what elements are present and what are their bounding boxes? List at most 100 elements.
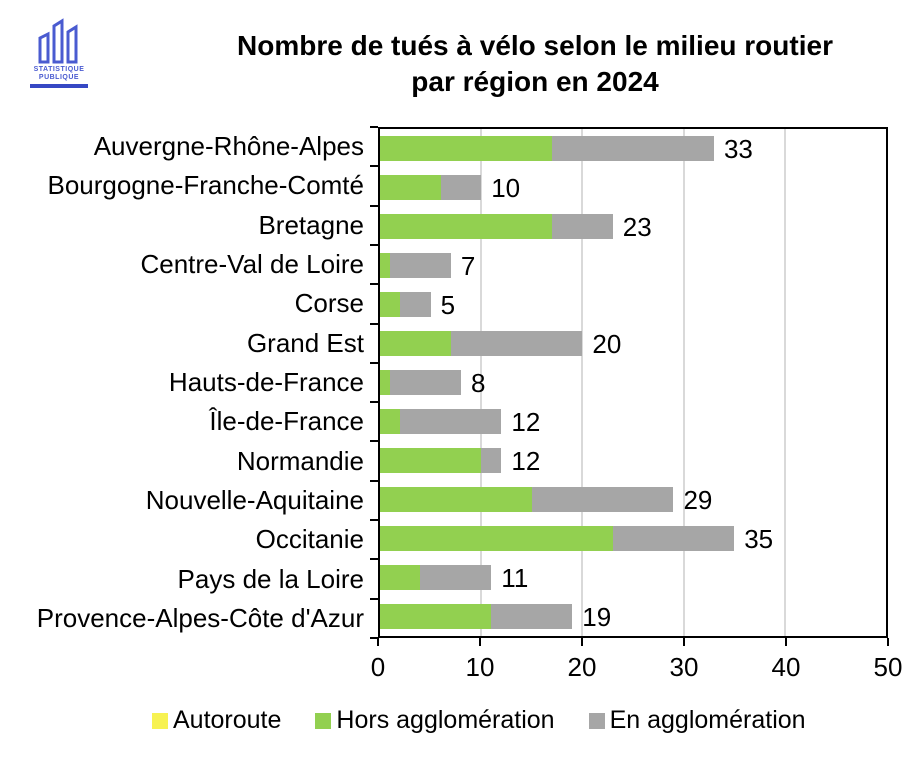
bar-row: 12 [380,441,886,480]
y-axis-tick [370,558,378,561]
bar-segment-hors-agglomeration [380,331,451,356]
bar-row: 5 [380,285,886,324]
bar-value-label: 5 [440,289,456,320]
y-axis-tick [370,204,378,207]
gridline [783,129,786,636]
region-label: Provence-Alpes-Côte d'Azur [36,602,364,633]
bar-rows: 33 10 23 7 5 20 8 12 12 29 35 11 19 [380,129,886,636]
bar-segment-en-agglomeration [552,214,613,239]
bar-value-label: 33 [723,133,753,164]
bar-row: 8 [380,363,886,402]
x-axis-label: 50 [873,652,903,682]
bar-value-label: 19 [582,601,612,632]
bar-value-label: 8 [470,367,486,398]
chart-title: Nombre de tués à vélo selon le milieu ro… [150,28,920,101]
legend-swatch-autoroute [152,712,168,729]
region-label: Corse [294,288,364,319]
region-label: Centre-Val de Loire [140,249,364,280]
bar-value-label: 23 [622,211,652,242]
region-label: Nouvelle-Aquitaine [145,484,364,515]
gridlines [380,129,886,636]
region-label: Grand Est [246,327,364,358]
bar-segment-en-agglomeration [481,448,502,473]
y-axis-tick [370,519,378,522]
y-axis-tick [370,401,378,404]
bar-segment-hors-agglomeration [380,370,391,395]
region-label: Bourgogne-Franche-Comté [47,170,365,201]
bar-segment-en-agglomeration [531,487,674,512]
bar-row: 11 [380,558,886,597]
bar-row: 10 [380,168,886,207]
x-axis-labels: 0 10 20 30 40 50 [371,652,903,684]
legend-item-autoroute: Autoroute [152,706,281,735]
bar-segment-en-agglomeration [612,526,735,551]
bar-row: 33 [380,129,886,168]
bar-segment-hors-agglomeration [380,214,553,239]
bar-segment-hors-agglomeration [380,292,401,317]
x-axis-tick [377,638,379,646]
gridline [480,129,483,636]
y-axis-tick [370,479,378,482]
y-axis-tick [370,597,378,600]
bar-row: 12 [380,402,886,441]
legend-item-hors-agglomeration: Hors agglomération [315,706,555,735]
bar-segment-hors-agglomeration [380,604,492,629]
y-axis-ticks [370,126,378,639]
legend: Autoroute Hors agglomération En agglomérat… [152,706,806,735]
logo-text-line1: STATISTIQUE [33,66,85,73]
y-axis-tick [370,126,378,128]
bar-row: 29 [380,480,886,519]
bar-segment-hors-agglomeration [380,409,401,434]
y-axis-tick [370,637,378,639]
bar-row: 19 [380,597,886,636]
bar-row: 7 [380,246,886,285]
bar-chart-logo-icon [38,18,78,64]
x-axis-tick [581,638,583,646]
bar-segment-en-agglomeration [450,331,583,356]
bar-segment-en-agglomeration [390,253,451,278]
bar-segment-hors-agglomeration [380,136,553,161]
y-axis-labels: Auvergne-Rhône-Alpes Bourgogne-Franche-Co… [0,127,364,638]
y-axis-tick [370,322,378,325]
bar-segment-en-agglomeration [552,136,714,161]
chart-title-line2: par région en 2024 [411,66,659,98]
bar-value-label: 29 [683,484,713,515]
y-axis-tick [370,440,378,443]
chart-title-line1: Nombre de tués à vélo selon le milieu ro… [237,30,833,61]
x-axis-label: 10 [465,652,495,682]
logo-underline [30,84,88,89]
region-label: Hauts-de-France [168,366,364,397]
bar-segment-hors-agglomeration [380,565,421,590]
statistique-publique-logo: STATISTIQUE PUBLIQUE [30,16,88,89]
gridline [682,129,685,636]
gridline [581,129,584,636]
x-axis-tick [785,638,787,646]
bar-value-label: 7 [460,250,476,281]
bar-row: 23 [380,207,886,246]
legend-item-en-agglomeration: En agglomération [588,706,806,735]
bar-value-label: 11 [501,562,529,593]
x-axis-tick [479,638,481,646]
x-axis-ticks [377,638,889,646]
region-label: Bretagne [258,209,364,240]
bar-segment-hors-agglomeration [380,253,391,278]
legend-label: Autoroute [173,706,282,734]
bar-row: 20 [380,324,886,363]
bar-row: 35 [380,519,886,558]
legend-swatch-en-agglomeration [588,712,605,729]
bar-segment-hors-agglomeration [380,175,441,200]
legend-label: En agglomération [609,706,806,734]
legend-label: Hors agglomération [336,706,555,734]
x-axis-tick [683,638,685,646]
y-axis-tick [370,361,378,364]
bar-value-label: 12 [511,445,541,476]
region-label: Pays de la Loire [177,563,364,594]
x-axis-label: 0 [370,652,386,682]
bar-segment-hors-agglomeration [380,526,613,551]
bar-value-label: 35 [744,523,774,554]
bar-value-label: 10 [491,172,521,203]
x-axis-tick [887,638,889,646]
region-label: Normandie [236,445,364,476]
bar-segment-en-agglomeration [400,409,502,434]
logo-text-line2: PUBLIQUE [38,74,80,82]
